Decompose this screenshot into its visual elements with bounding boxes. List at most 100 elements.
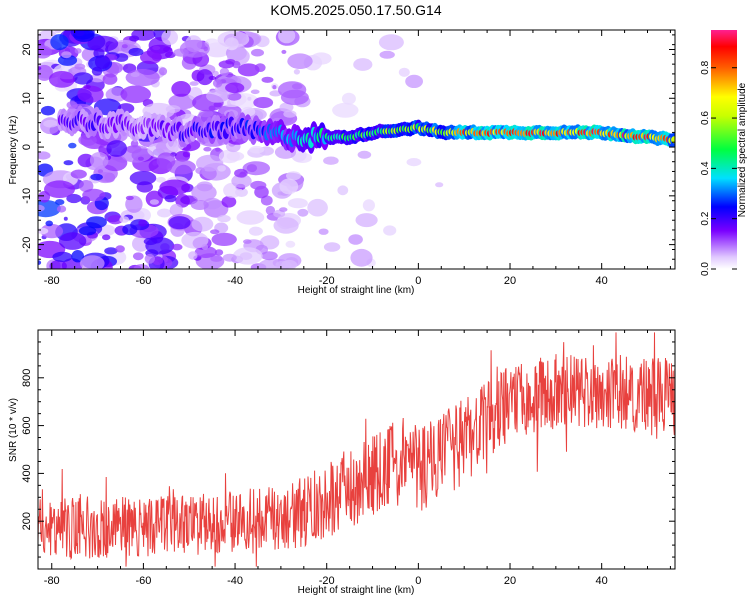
noise-blob <box>217 214 231 223</box>
noise-blob <box>261 76 274 83</box>
noise-blob <box>125 195 134 201</box>
noise-blob <box>379 50 395 59</box>
noise-blob <box>307 198 328 217</box>
chart-title: KOM5.2025.050.17.50.G14 <box>270 2 441 18</box>
x-tick-label: 40 <box>596 275 608 287</box>
noise-blob <box>61 51 72 59</box>
noise-blob <box>38 66 42 71</box>
noise-blob <box>66 193 82 204</box>
noise-blob <box>94 55 111 69</box>
noise-blob <box>102 234 111 241</box>
noise-blob <box>435 182 444 188</box>
y-tick-label: -10 <box>21 188 33 204</box>
noise-blob <box>171 243 183 251</box>
noise-blob <box>128 47 144 57</box>
noise-blob <box>279 102 294 113</box>
noise-blob <box>279 207 288 212</box>
noise-blob <box>201 244 209 250</box>
noise-blob <box>126 145 142 154</box>
noise-blob <box>212 78 223 88</box>
spectrogram-y-axis-label: Frequency (Hz) <box>8 116 19 185</box>
x-tick-label: -20 <box>319 575 335 587</box>
noise-blob <box>45 220 53 227</box>
y-tick-label: 800 <box>21 369 33 387</box>
x-tick-label: -20 <box>319 275 335 287</box>
noise-blob <box>83 84 91 89</box>
noise-blob <box>68 142 77 149</box>
noise-blob <box>311 52 332 65</box>
noise-blob <box>250 180 267 190</box>
noise-blob <box>191 183 217 202</box>
noise-blob <box>152 160 158 166</box>
noise-blob <box>161 30 178 45</box>
noise-blob <box>38 45 52 59</box>
noise-blob <box>73 30 95 42</box>
noise-blob <box>287 53 313 69</box>
noise-blob <box>323 242 341 252</box>
noise-blob <box>405 74 423 88</box>
noise-blob <box>106 140 127 157</box>
x-tick-label: -60 <box>135 275 151 287</box>
noise-blob <box>237 63 260 77</box>
noise-blob <box>191 216 214 232</box>
noise-blob <box>281 259 298 269</box>
noise-blob <box>247 96 252 101</box>
noise-blob <box>196 154 224 172</box>
noise-blob <box>210 229 220 235</box>
x-tick-label: -40 <box>227 275 243 287</box>
noise-blob <box>179 39 210 58</box>
noise-blob <box>38 260 42 265</box>
noise-blob <box>362 199 375 212</box>
noise-blob <box>378 34 404 51</box>
snr-y-ticks: 200 400 600 800 <box>21 341 675 558</box>
noise-blob <box>38 227 49 235</box>
noise-blob <box>221 196 237 208</box>
noise-blob <box>323 156 339 165</box>
y-tick-label: 400 <box>21 464 33 482</box>
noise-blob <box>89 152 109 169</box>
noise-blob <box>214 249 224 256</box>
noise-blob <box>44 180 75 198</box>
noise-blob <box>104 247 118 255</box>
noise-blob <box>159 179 190 196</box>
noise-blob <box>236 210 265 225</box>
noise-blob <box>232 247 263 265</box>
y-tick-label: 10 <box>21 92 33 104</box>
colorbar-tick-label: 0.6 <box>700 111 711 125</box>
noise-blob <box>157 208 172 218</box>
noise-blob <box>332 102 359 118</box>
x-tick-label: -60 <box>135 575 151 587</box>
noise-blob <box>140 50 162 65</box>
noise-blob <box>97 169 104 174</box>
noise-blob <box>273 217 299 234</box>
noise-blob <box>251 48 264 57</box>
noise-blob <box>40 105 56 116</box>
snr-x-ticks: -80 -60 -40 -20 0 20 40 <box>44 330 671 587</box>
noise-blob <box>232 60 241 69</box>
y-tick-label: 600 <box>21 416 33 434</box>
noise-blob <box>217 30 250 48</box>
colorbar-ticks: 0.0 0.2 0.4 0.6 0.8 <box>700 60 737 276</box>
noise-blob <box>115 245 125 253</box>
noise-blob <box>52 251 73 262</box>
noise-blob <box>206 89 229 103</box>
noise-blob <box>337 185 349 196</box>
noise-blob <box>156 176 166 183</box>
snr-y-axis-label: SNR (10 * v/v) <box>8 398 19 462</box>
noise-blob <box>138 219 148 227</box>
noise-blob <box>171 81 191 97</box>
x-tick-label: -80 <box>44 275 60 287</box>
noise-blob <box>57 54 78 66</box>
noise-blob <box>260 251 278 261</box>
snr-series-line <box>38 332 675 567</box>
noise-blob <box>350 248 373 267</box>
noise-blob <box>82 188 106 202</box>
noise-blob <box>297 208 309 217</box>
noise-blob <box>164 194 177 203</box>
noise-blob <box>279 178 299 195</box>
y-tick-label: 0 <box>21 144 33 150</box>
noise-blob <box>188 251 198 260</box>
noise-blob <box>132 252 144 261</box>
noise-blob <box>248 226 263 236</box>
y-tick-label: 200 <box>21 512 33 530</box>
